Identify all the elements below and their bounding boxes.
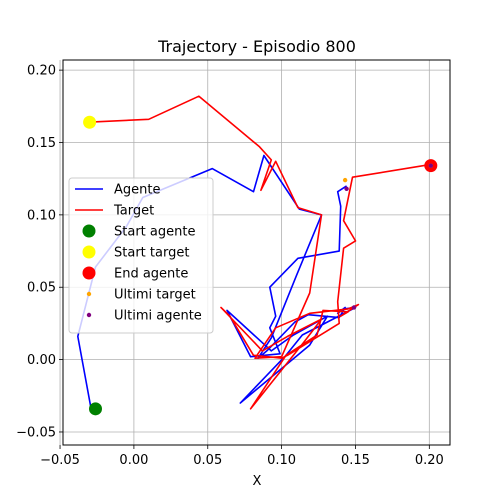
legend-handle-start-target [83,246,96,259]
legend-label-start-target: Start target [114,246,189,261]
x-axis-label: X [253,474,262,489]
chart-title: Trajectory - Episodio 800 [157,37,356,56]
legend-label-ultimi-target: Ultimi target [114,288,196,303]
marker-start-target [83,116,96,129]
x-tick-label: 0.10 [267,453,296,468]
legend-label-end-agente: End agente [114,267,188,282]
x-tick-label: 0.20 [415,453,444,468]
x-tick-label: 0.15 [341,453,370,468]
legend-label-ultimi-agente: Ultimi agente [114,309,202,324]
y-tick-label: 0.20 [27,64,56,79]
x-tick-label: 0.05 [193,453,222,468]
legend-handle-start-agente [83,225,96,238]
legend-handle-end-agente [83,267,96,280]
legend-handle-ultimi-agente [87,313,91,317]
y-tick-label: 0.00 [27,353,56,368]
y-tick-label: −0.05 [16,425,56,440]
marker-start-agente [89,402,102,415]
y-tick-label: 0.10 [27,208,56,223]
legend-label-target: Target [113,204,154,219]
marker-ultimi-agente [344,187,348,191]
marker-ultimi-agente [352,305,356,309]
x-tick-label: 0.00 [119,453,148,468]
x-tick-label: −0.05 [40,453,80,468]
legend: Agente Target Start agente Start target End … [69,178,213,333]
legend-label-start-agente: Start agente [114,225,195,240]
y-tick-label: 0.15 [27,136,56,151]
legend-label-agente: Agente [114,183,160,198]
legend-handle-ultimi-target [87,292,91,296]
marker-ultimi-target [343,178,347,182]
marker-ultimi-agente [429,163,433,167]
y-tick-label: 0.05 [27,281,56,296]
